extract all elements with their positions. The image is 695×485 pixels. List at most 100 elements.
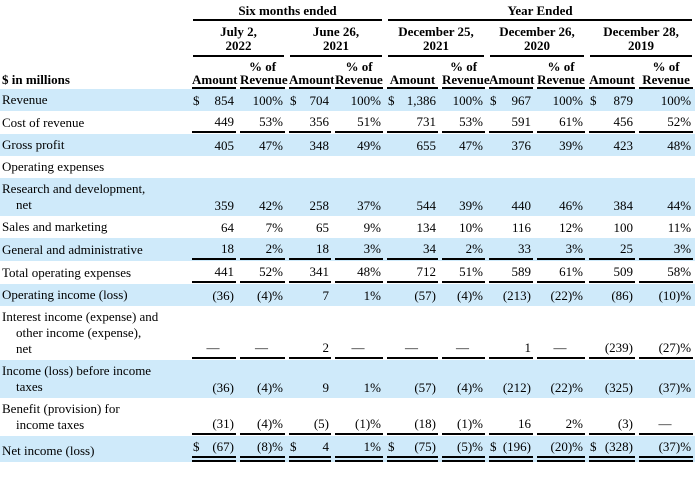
col-group-year-ended: Year Ended	[385, 0, 695, 21]
amount-value: 854	[214, 93, 235, 108]
amount-value-wrap: $4	[289, 436, 331, 462]
amount-value-wrap: 591	[489, 111, 533, 133]
amount-value-wrap: 384	[589, 195, 635, 216]
amount-value: (67)	[212, 439, 234, 454]
pct-header-label: % of Revenue	[442, 59, 490, 89]
pct-value: 2%	[240, 238, 285, 260]
amount-value: 405	[214, 138, 235, 153]
amount-value-wrap: (212)	[489, 377, 533, 398]
pct-cell	[440, 156, 487, 178]
period-label: December 26, 2020	[490, 21, 584, 57]
pct-cell	[238, 156, 287, 178]
pct-cell	[333, 156, 385, 178]
row-label-cell: Research and development, net	[0, 178, 190, 216]
pct-cell: 48%	[637, 134, 695, 156]
amount-value-wrap: $704	[289, 90, 331, 111]
amount-value-wrap: 18	[289, 238, 331, 260]
pct-value: 61%	[537, 261, 585, 283]
pct-value: (27)%	[639, 337, 694, 359]
amount-cell	[190, 156, 238, 178]
amount-header-label: Amount	[387, 70, 438, 89]
pct-value: (37)%	[658, 380, 692, 395]
table-row: Benefit (provision) for income taxes (31)…	[0, 398, 695, 436]
table-row: Research and development, net 359 42% 258 37…	[0, 178, 695, 216]
pct-value: 2%	[537, 413, 585, 435]
currency-symbol: $	[490, 439, 497, 454]
amount-value: 16	[518, 416, 531, 431]
row-label: Income (loss) before income taxes	[2, 363, 152, 394]
pct-cell	[637, 156, 695, 178]
pct-cell: 47%	[238, 134, 287, 156]
pct-value: 1%	[363, 380, 381, 395]
table-row: Operating income (loss) (36) (4)% 7 1% (57) (4…	[0, 284, 695, 306]
row-label: Gross profit	[2, 137, 65, 152]
amount-value-wrap: $ (67)	[192, 436, 236, 462]
pct-value: —	[240, 337, 285, 359]
pct-value: 100%	[252, 93, 283, 108]
amount-cell: 2	[287, 306, 333, 360]
pct-cell: (8)%	[238, 436, 287, 462]
amount-cell: (212)	[487, 360, 535, 398]
amount-value: 348	[309, 138, 330, 153]
amount-value-wrap: 544	[387, 195, 438, 216]
currency-symbol: $	[490, 93, 497, 108]
table-row: Revenue $854 100% $704 100% $1,386 100% $967 100…	[0, 89, 695, 111]
currency-symbol: $	[290, 439, 297, 454]
row-label-cell: Gross profit	[0, 134, 190, 156]
row-label-cell: Net income (loss)	[0, 436, 190, 462]
pct-value: (4)%	[257, 380, 283, 395]
pct-value: 52%	[639, 111, 694, 133]
amount-value: 967	[511, 93, 532, 108]
amount-cell: 116	[487, 216, 535, 238]
period-header: July 2, 2022	[190, 21, 287, 57]
pct-value: 100%	[452, 93, 483, 108]
table-row: General and administrative 18 2% 18 3% 34 2% 33…	[0, 238, 695, 261]
period-label: December 28, 2019	[590, 21, 693, 57]
amount-cell: 9	[287, 360, 333, 398]
currency-symbol: $	[590, 93, 597, 108]
amount-cell: $ (67)	[190, 436, 238, 462]
amount-cell	[287, 156, 333, 178]
amount-value-wrap: 134	[387, 217, 438, 238]
pct-value: (22)%	[550, 288, 584, 303]
row-label-cell: Revenue	[0, 89, 190, 111]
pct-cell: 2%	[440, 238, 487, 261]
amount-value-wrap: 731	[387, 111, 438, 133]
amount-cell: $ (196)	[487, 436, 535, 462]
amount-value: 341	[309, 264, 330, 279]
row-label-cell: Operating income (loss)	[0, 284, 190, 306]
row-label: Research and development, net	[2, 181, 146, 212]
pct-value: 61%	[537, 111, 585, 133]
amount-value-wrap: (18)	[387, 413, 438, 435]
pct-cell: 39%	[440, 178, 487, 216]
amount-value-wrap: $967	[489, 90, 533, 111]
pct-value: 47%	[459, 138, 483, 153]
pct-value: (1)%	[335, 413, 383, 435]
pct-cell: 52%	[238, 261, 287, 284]
pct-value: 100%	[350, 93, 381, 108]
amount-cell: (36)	[190, 360, 238, 398]
amount-header: Amount	[587, 57, 637, 89]
amount-value: —	[206, 340, 220, 355]
pct-cell: (20)%	[535, 436, 587, 462]
amount-value: (328)	[604, 439, 633, 454]
amount-value-wrap: 423	[589, 135, 635, 156]
unit-label: $ in millions	[2, 72, 70, 87]
amount-value: 879	[613, 93, 634, 108]
pct-header-label: % of Revenue	[537, 59, 585, 89]
amount-cell: $4	[287, 436, 333, 462]
pct-value: 53%	[240, 111, 285, 133]
pct-cell: 1%	[333, 436, 385, 462]
pct-header: % of Revenue	[440, 57, 490, 89]
amount-value-wrap: 440	[489, 195, 533, 216]
amount-header-label: Amount	[192, 72, 238, 89]
pct-cell: (1)%	[440, 398, 487, 436]
header-spacer	[0, 21, 190, 57]
pct-value: 10%	[459, 220, 483, 235]
pct-cell: 100%	[333, 89, 385, 111]
row-label: Net income (loss)	[2, 443, 95, 458]
amount-value-wrap: (31)	[192, 413, 236, 435]
pct-cell: (4)%	[440, 360, 487, 398]
amount-cell: (86)	[587, 284, 637, 306]
amount-value-wrap: 655	[387, 135, 438, 156]
